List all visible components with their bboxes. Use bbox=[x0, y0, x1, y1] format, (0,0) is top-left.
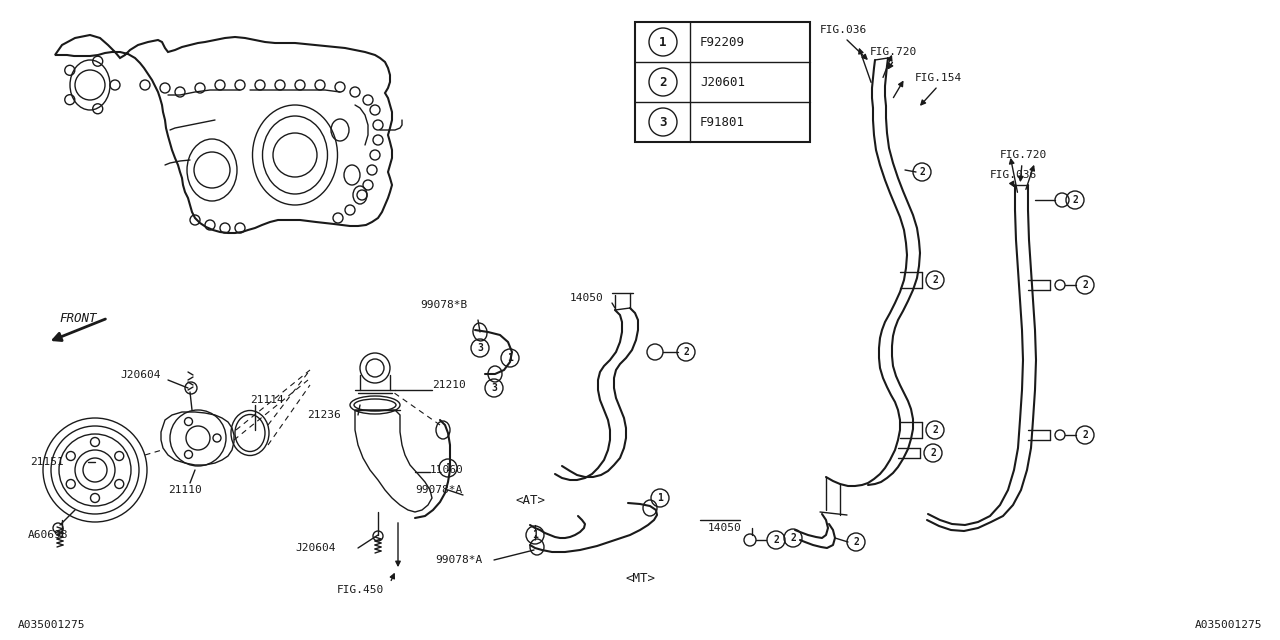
Text: 2: 2 bbox=[852, 537, 859, 547]
Text: 21114: 21114 bbox=[250, 395, 284, 405]
Text: FIG.036: FIG.036 bbox=[989, 170, 1037, 180]
Text: J20604: J20604 bbox=[120, 370, 160, 380]
Text: 2: 2 bbox=[773, 535, 780, 545]
Text: A60698: A60698 bbox=[28, 530, 69, 540]
Text: 2: 2 bbox=[684, 347, 689, 357]
Text: FIG.154: FIG.154 bbox=[915, 73, 963, 83]
Text: 21151: 21151 bbox=[29, 457, 64, 467]
Text: 1: 1 bbox=[659, 35, 667, 49]
Text: 3: 3 bbox=[659, 115, 667, 129]
Text: 2: 2 bbox=[919, 167, 925, 177]
Text: 99078*A: 99078*A bbox=[435, 555, 483, 565]
Text: 2: 2 bbox=[790, 533, 796, 543]
Text: 2: 2 bbox=[932, 275, 938, 285]
Text: <AT>: <AT> bbox=[515, 493, 545, 506]
Text: 2: 2 bbox=[1082, 430, 1088, 440]
Text: 14050: 14050 bbox=[570, 293, 604, 303]
Text: 2: 2 bbox=[659, 76, 667, 88]
Text: 2: 2 bbox=[1082, 280, 1088, 290]
Text: 11060: 11060 bbox=[430, 465, 463, 475]
Text: FIG.720: FIG.720 bbox=[870, 47, 918, 57]
Text: <MT>: <MT> bbox=[625, 572, 655, 584]
Text: FRONT: FRONT bbox=[59, 312, 97, 325]
Text: F91801: F91801 bbox=[700, 115, 745, 129]
Text: 3: 3 bbox=[492, 383, 497, 393]
Text: 14050: 14050 bbox=[708, 523, 741, 533]
Text: 2: 2 bbox=[1073, 195, 1078, 205]
Text: 3: 3 bbox=[477, 343, 483, 353]
Text: A035001275: A035001275 bbox=[1194, 620, 1262, 630]
Text: FIG.036: FIG.036 bbox=[820, 25, 868, 35]
Text: FIG.450: FIG.450 bbox=[337, 585, 384, 595]
Text: 21210: 21210 bbox=[433, 380, 466, 390]
Text: 99078*B: 99078*B bbox=[420, 300, 467, 310]
Text: 1: 1 bbox=[657, 493, 663, 503]
Text: A035001275: A035001275 bbox=[18, 620, 86, 630]
Text: 1: 1 bbox=[445, 463, 451, 473]
Text: 21236: 21236 bbox=[307, 410, 340, 420]
Text: 21110: 21110 bbox=[168, 485, 202, 495]
Text: F92209: F92209 bbox=[700, 35, 745, 49]
Text: 99078*A: 99078*A bbox=[415, 485, 462, 495]
Text: J20601: J20601 bbox=[700, 76, 745, 88]
Text: 1: 1 bbox=[507, 353, 513, 363]
Bar bbox=[635, 22, 810, 142]
Text: 2: 2 bbox=[931, 448, 936, 458]
Text: 2: 2 bbox=[932, 425, 938, 435]
Text: J20604: J20604 bbox=[294, 543, 335, 553]
Text: FIG.720: FIG.720 bbox=[1000, 150, 1047, 160]
Text: 1: 1 bbox=[532, 530, 538, 540]
